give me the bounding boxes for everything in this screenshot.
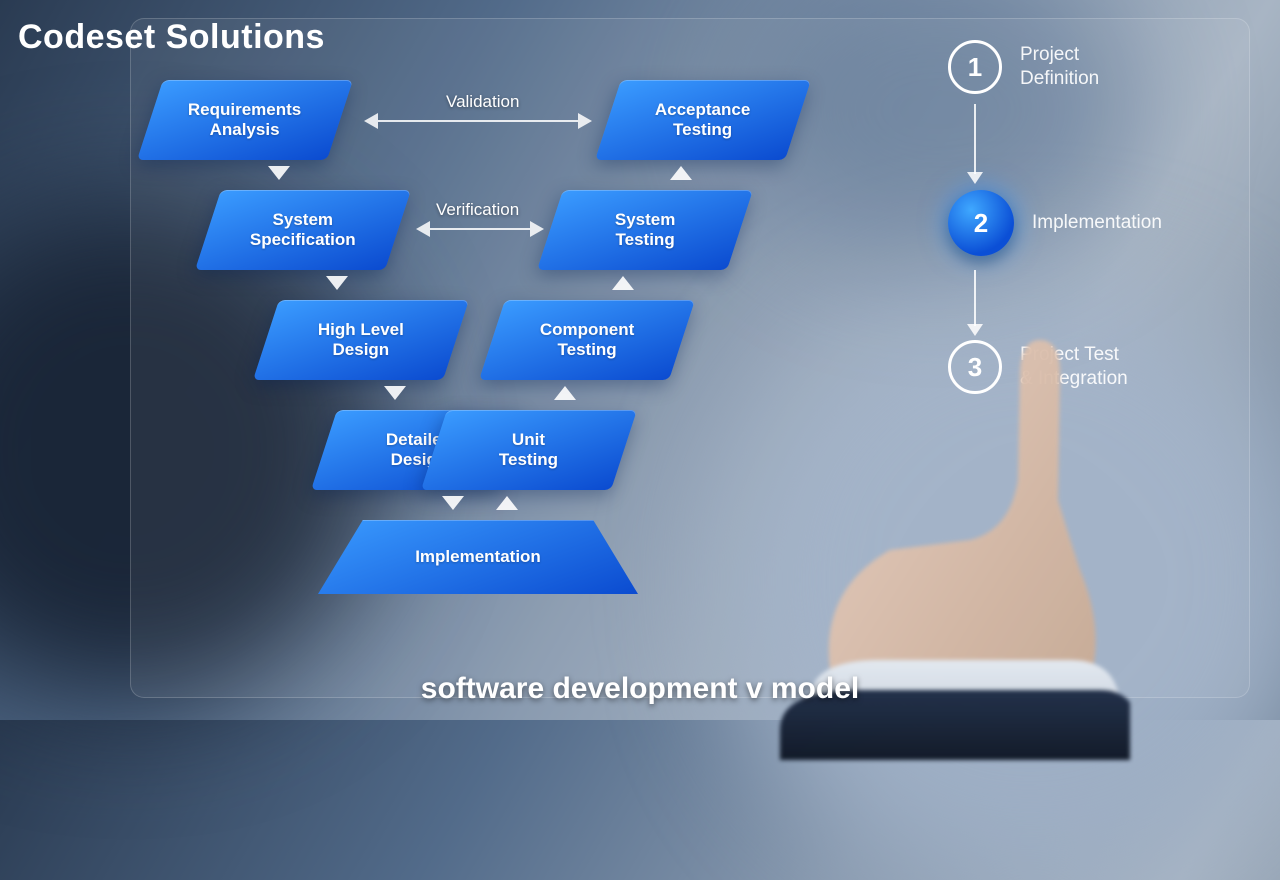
step-1: 1 Project Definition (948, 40, 1099, 94)
double-arrow-icon (378, 120, 578, 122)
arrowhead-down-icon (268, 166, 290, 180)
step-2: 2 Implementation (948, 190, 1162, 256)
arrowhead-up-icon (496, 496, 518, 510)
vmodel-node-label: Requirements Analysis (188, 100, 301, 141)
vmodel-node-label: High Level Design (318, 320, 404, 361)
step-circle-icon: 3 (948, 340, 1002, 394)
step-label: Project Definition (1020, 43, 1099, 91)
arrowhead-down-icon (326, 276, 348, 290)
step-circle-icon: 1 (948, 40, 1002, 94)
arrowhead-up-icon (670, 166, 692, 180)
vmodel-node-label: System Specification (250, 210, 356, 251)
arrowhead-up-icon (554, 386, 576, 400)
arrow-label: Verification (436, 200, 519, 220)
vmodel-node-acc: Acceptance Testing (595, 80, 811, 160)
step-3: 3 Project Test & Integration (948, 340, 1128, 394)
arrowhead-up-icon (612, 276, 634, 290)
step-arrow-down-icon (974, 104, 976, 174)
step-label: Implementation (1032, 211, 1162, 235)
vmodel-node-unit: Unit Testing (421, 410, 637, 490)
vmodel-node-label: Implementation (415, 547, 541, 567)
vmodel-node-comp: Component Testing (479, 300, 695, 380)
brand-title: Codeset Solutions (18, 18, 325, 57)
vmodel-node-req: Requirements Analysis (137, 80, 353, 160)
caption: software development v model (0, 672, 1280, 706)
vmodel-node-label: Unit Testing (499, 430, 558, 471)
vmodel-node-spec: System Specification (195, 190, 411, 270)
v-model-diagram: Requirements Analysis System Specificatio… (150, 70, 870, 640)
vmodel-node-label: Component Testing (540, 320, 634, 361)
vmodel-node-hld: High Level Design (253, 300, 469, 380)
vmodel-node-label: System Testing (615, 210, 675, 251)
arrowhead-down-icon (442, 496, 464, 510)
double-arrow-icon (430, 228, 530, 230)
vmodel-node-impl: Implementation (318, 520, 638, 594)
vmodel-node-label: Acceptance Testing (655, 100, 750, 141)
arrow-label: Validation (446, 92, 519, 112)
step-label: Project Test & Integration (1020, 343, 1128, 391)
vmodel-node-sys: System Testing (537, 190, 753, 270)
arrowhead-down-icon (384, 386, 406, 400)
step-circle-icon: 2 (948, 190, 1014, 256)
step-arrow-down-icon (974, 270, 976, 326)
